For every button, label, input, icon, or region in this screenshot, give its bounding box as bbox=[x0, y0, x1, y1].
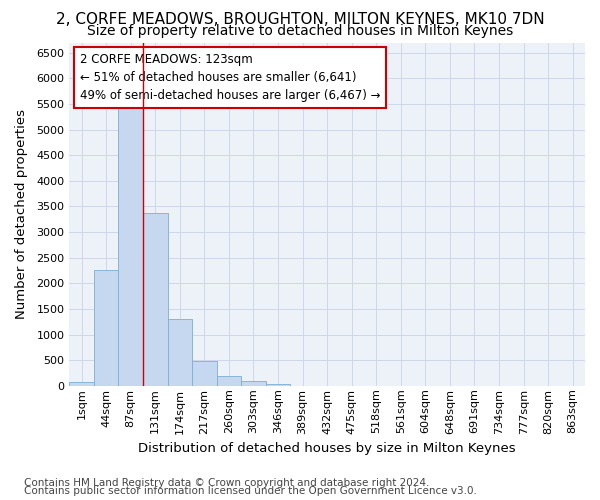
Text: Contains HM Land Registry data © Crown copyright and database right 2024.: Contains HM Land Registry data © Crown c… bbox=[24, 478, 430, 488]
Bar bbox=[192, 360, 217, 386]
Bar bbox=[241, 381, 266, 386]
Text: 2, CORFE MEADOWS, BROUGHTON, MILTON KEYNES, MK10 7DN: 2, CORFE MEADOWS, BROUGHTON, MILTON KEYN… bbox=[56, 12, 544, 28]
Bar bbox=[143, 212, 167, 386]
Bar bbox=[167, 319, 192, 386]
Text: Contains public sector information licensed under the Open Government Licence v3: Contains public sector information licen… bbox=[24, 486, 477, 496]
Bar bbox=[118, 108, 143, 386]
Bar bbox=[217, 376, 241, 386]
Text: Size of property relative to detached houses in Milton Keynes: Size of property relative to detached ho… bbox=[87, 24, 513, 38]
Bar bbox=[94, 270, 118, 386]
X-axis label: Distribution of detached houses by size in Milton Keynes: Distribution of detached houses by size … bbox=[139, 442, 516, 455]
Y-axis label: Number of detached properties: Number of detached properties bbox=[15, 109, 28, 319]
Bar bbox=[266, 384, 290, 386]
Bar bbox=[70, 382, 94, 386]
Text: 2 CORFE MEADOWS: 123sqm
← 51% of detached houses are smaller (6,641)
49% of semi: 2 CORFE MEADOWS: 123sqm ← 51% of detache… bbox=[80, 53, 380, 102]
